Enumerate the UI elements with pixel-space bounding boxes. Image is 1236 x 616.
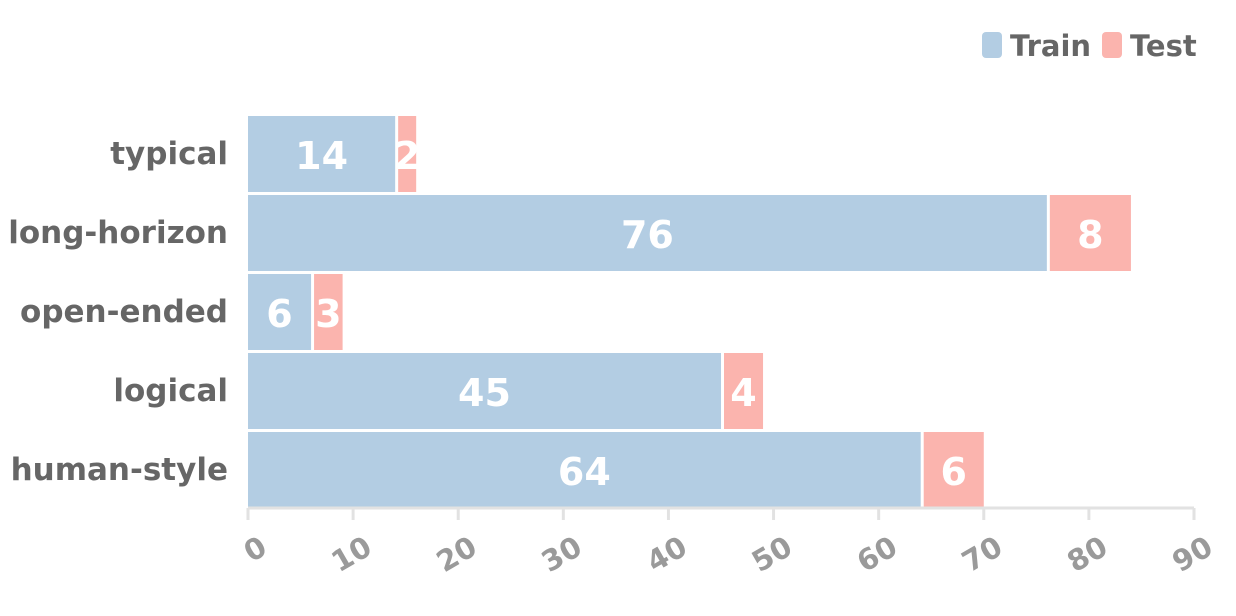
data-label-test-human-style: 6 — [941, 450, 967, 494]
bar-test-logical — [724, 353, 764, 429]
data-label-test-logical: 4 — [730, 371, 756, 415]
bar-test-open-ended — [314, 274, 343, 350]
x-tick-label-30: 30 — [536, 529, 588, 579]
data-label-test-typical: 2 — [394, 134, 420, 178]
legend-swatch-train — [982, 32, 1002, 58]
x-tick-label-70: 70 — [956, 529, 1008, 579]
category-label-typical: typical — [110, 136, 228, 172]
x-tick-label-40: 40 — [641, 529, 693, 579]
legend-label-train: Train — [1010, 29, 1091, 63]
data-label-train-open-ended: 6 — [266, 292, 292, 336]
bar-train-human-style — [248, 432, 921, 508]
x-tick-label-0: 0 — [238, 529, 272, 569]
x-tick-label-20: 20 — [431, 529, 483, 579]
data-label-train-long-horizon: 76 — [621, 213, 674, 257]
x-tick-label-80: 80 — [1061, 529, 1113, 579]
bar-test-long-horizon — [1049, 195, 1131, 271]
legend-swatch-test — [1102, 32, 1122, 58]
bar-train-typical — [248, 116, 396, 192]
bar-test-human-style — [923, 432, 984, 508]
category-label-human-style: human-style — [11, 452, 228, 488]
legend-label-test: Test — [1130, 29, 1197, 63]
x-tick-label-50: 50 — [746, 529, 798, 579]
data-label-test-long-horizon: 8 — [1077, 213, 1103, 257]
category-label-long-horizon: long-horizon — [8, 215, 228, 251]
x-axis: 0 10 20 30 40 50 60 70 80 90 — [238, 506, 1218, 579]
bar-train-logical — [248, 353, 721, 429]
category-labels: typical long-horizon open-ended logical huma… — [8, 136, 228, 488]
legend: Train Test — [982, 29, 1197, 63]
bars-group: 14 276 86 345 464 6 — [248, 116, 1131, 508]
category-label-open-ended: open-ended — [20, 294, 228, 330]
data-label-train-typical: 14 — [295, 134, 348, 178]
x-tick-label-10: 10 — [325, 529, 377, 579]
bar-test-typical — [398, 116, 417, 192]
data-label-train-human-style: 64 — [558, 450, 611, 494]
data-label-test-open-ended: 3 — [315, 292, 341, 336]
bar-train-long-horizon — [248, 195, 1047, 271]
x-tick-label-60: 60 — [851, 529, 903, 579]
x-tick-label-90: 90 — [1166, 529, 1218, 579]
category-label-logical: logical — [113, 373, 228, 409]
bar-train-open-ended — [248, 274, 312, 350]
data-label-train-logical: 45 — [458, 371, 511, 415]
